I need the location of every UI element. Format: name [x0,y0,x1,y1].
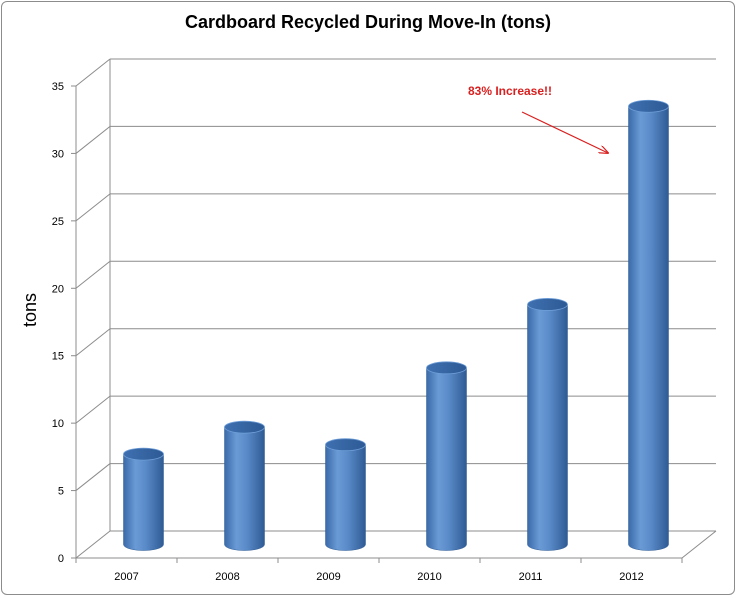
bar-2009 [325,438,366,551]
annotation-arrow [521,111,608,153]
gridline-depth [75,126,111,154]
bar-body [628,105,669,551]
y-tick-label: 30 [52,148,64,160]
annotation-text: 83% Increase!! [468,84,552,98]
chart-title: Cardboard Recycled During Move-In (tons) [184,12,552,32]
annotation: 83% Increase!! [468,84,608,153]
x-tick-label: 2012 [619,571,643,583]
bar-2010 [426,361,467,551]
bar-top [123,447,164,461]
gridline-depth [75,58,111,87]
gridlines [75,58,716,559]
x-tick-label: 2010 [417,571,441,583]
bars [123,99,669,551]
gridline-depth [75,463,111,491]
bar-2011 [527,298,568,551]
axes [71,59,717,563]
tick-labels: 0 5 10 15 20 25 30 35 2007 2008 2009 2010 2011 2012 [52,81,644,583]
bar-top [628,99,669,113]
y-tick-label: 35 [52,81,64,93]
x-tick-label: 2007 [114,571,138,583]
y-tick-label: 25 [52,216,64,228]
x-tick-label: 2011 [519,571,543,583]
bar-top [224,420,265,434]
bar-top [527,298,568,311]
y-tick-label: 15 [52,351,64,363]
y-tick-label: 20 [52,283,64,295]
bar-body [123,453,164,551]
bar-top [426,361,467,375]
bar-2012 [628,99,669,551]
gridline-depth [75,328,111,357]
bar-body [527,304,568,551]
bar-body [224,426,265,551]
bar-2007 [123,447,164,551]
bar-body [426,367,467,551]
y-axis-label: tons [20,293,40,327]
gridline-depth [75,395,111,424]
bar-2008 [224,420,265,551]
x-tick-label: 2008 [215,571,239,583]
y-tick-label: 0 [58,553,64,565]
gridline-depth [75,530,111,559]
bar-top [325,438,366,452]
bar-body [325,444,366,551]
gridline-depth [75,193,111,222]
y-tick-label: 5 [58,486,64,498]
y-tick-label: 10 [52,418,64,430]
gridline-depth [75,260,111,289]
floor-right-edge [681,530,717,559]
x-tick-label: 2009 [316,571,340,583]
